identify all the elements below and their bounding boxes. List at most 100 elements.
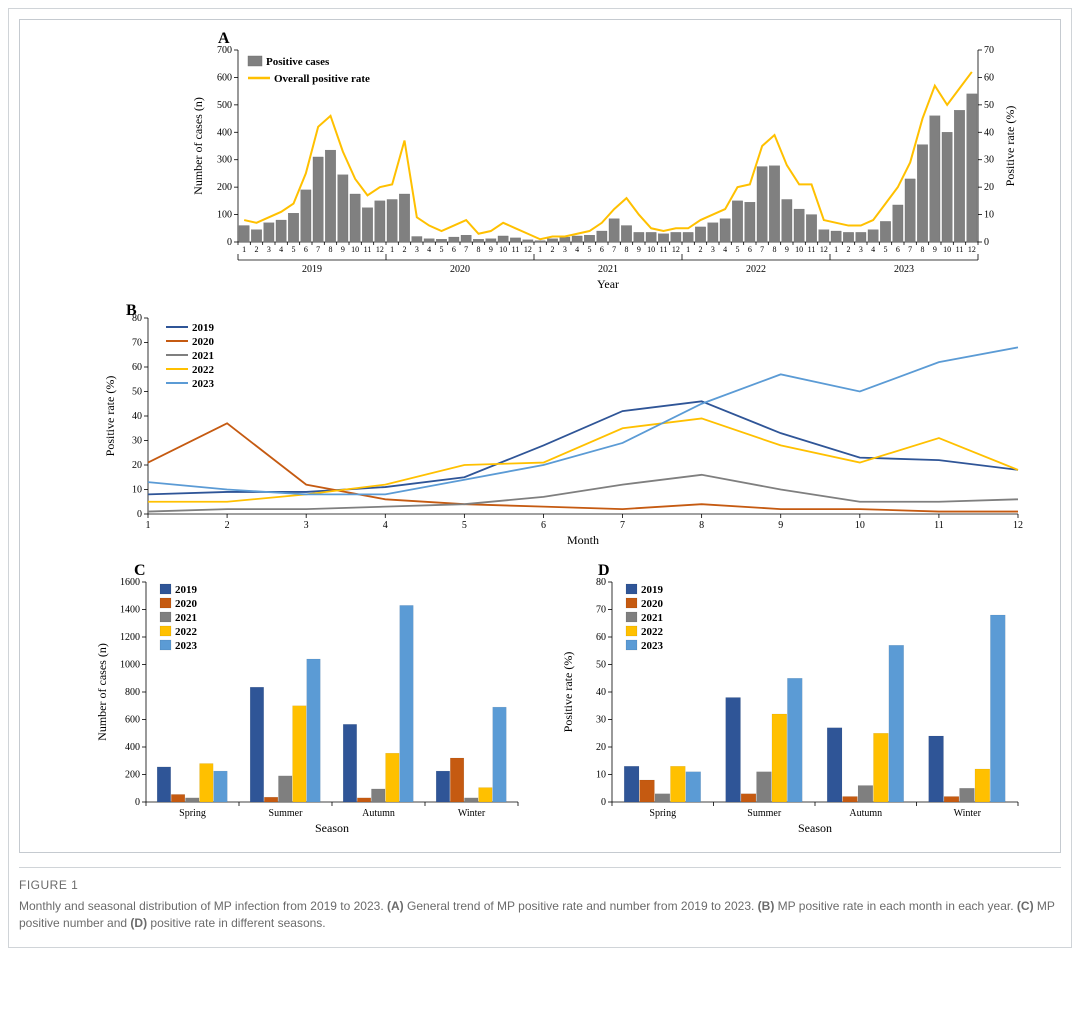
svg-text:4: 4 — [871, 245, 875, 254]
panel-b: B 01020304050607080123456789101112MonthP… — [38, 304, 1042, 560]
svg-text:6: 6 — [452, 245, 456, 254]
svg-text:50: 50 — [984, 100, 994, 111]
caption-b-bold: (B) — [758, 899, 775, 913]
svg-text:8: 8 — [329, 245, 333, 254]
svg-text:8: 8 — [921, 245, 925, 254]
svg-text:9: 9 — [637, 245, 641, 254]
svg-text:3: 3 — [563, 245, 567, 254]
svg-text:0: 0 — [135, 797, 140, 808]
svg-text:30: 30 — [984, 155, 994, 166]
svg-text:1: 1 — [390, 245, 394, 254]
svg-text:9: 9 — [489, 245, 493, 254]
svg-text:11: 11 — [512, 245, 520, 254]
svg-text:6: 6 — [748, 245, 752, 254]
svg-text:2022: 2022 — [192, 364, 215, 376]
svg-text:70: 70 — [596, 605, 606, 616]
svg-text:Positive rate (%): Positive rate (%) — [1003, 106, 1017, 187]
svg-text:2: 2 — [699, 245, 703, 254]
svg-text:2022: 2022 — [175, 626, 198, 638]
svg-text:Autumn: Autumn — [849, 808, 882, 819]
caption-a-bold: (A) — [387, 899, 404, 913]
svg-text:9: 9 — [778, 520, 783, 531]
svg-text:10: 10 — [855, 520, 865, 531]
svg-text:2022: 2022 — [746, 264, 766, 275]
svg-text:Winter: Winter — [458, 808, 486, 819]
svg-text:Month: Month — [567, 533, 599, 547]
svg-text:50: 50 — [596, 660, 606, 671]
svg-text:400: 400 — [125, 742, 140, 753]
svg-text:20: 20 — [984, 182, 994, 193]
svg-text:0: 0 — [601, 797, 606, 808]
panel-a-label: A — [218, 30, 230, 48]
svg-text:2: 2 — [551, 245, 555, 254]
svg-text:2: 2 — [225, 520, 230, 531]
svg-text:2: 2 — [847, 245, 851, 254]
caption-d-bold: (D) — [130, 916, 147, 930]
svg-text:7: 7 — [620, 520, 625, 531]
caption-d-text: positive rate in different seasons. — [147, 916, 326, 930]
svg-text:Summer: Summer — [269, 808, 304, 819]
svg-text:20: 20 — [596, 742, 606, 753]
svg-text:7: 7 — [908, 245, 912, 254]
svg-text:8: 8 — [773, 245, 777, 254]
svg-text:3: 3 — [304, 520, 309, 531]
svg-text:3: 3 — [267, 245, 271, 254]
svg-text:Summer: Summer — [747, 808, 782, 819]
svg-text:9: 9 — [341, 245, 345, 254]
caption-area: FIGURE 1 Monthly and seasonal distributi… — [19, 867, 1061, 933]
panel-d: D 01020304050607080SpringSummerAutumnWin… — [538, 566, 1038, 846]
svg-text:7: 7 — [760, 245, 764, 254]
svg-text:30: 30 — [132, 436, 142, 447]
svg-text:1000: 1000 — [120, 660, 140, 671]
svg-text:1: 1 — [834, 245, 838, 254]
svg-text:50: 50 — [132, 387, 142, 398]
svg-text:2: 2 — [403, 245, 407, 254]
svg-text:Winter: Winter — [954, 808, 982, 819]
svg-text:5: 5 — [462, 520, 467, 531]
svg-text:9: 9 — [933, 245, 937, 254]
svg-text:6: 6 — [541, 520, 546, 531]
svg-text:600: 600 — [125, 715, 140, 726]
panel-cd-row: C 02004006008001000120014001600SpringSum… — [38, 566, 1042, 846]
svg-text:8: 8 — [699, 520, 704, 531]
panel-c: C 02004006008001000120014001600SpringSum… — [38, 566, 538, 846]
svg-text:Positive rate (%): Positive rate (%) — [103, 376, 117, 457]
svg-text:200: 200 — [125, 770, 140, 781]
svg-text:500: 500 — [217, 100, 232, 111]
svg-text:2020: 2020 — [175, 598, 198, 610]
svg-text:12: 12 — [968, 245, 976, 254]
svg-text:11: 11 — [934, 520, 944, 531]
svg-text:2021: 2021 — [192, 350, 214, 362]
svg-text:2022: 2022 — [641, 626, 664, 638]
svg-text:9: 9 — [785, 245, 789, 254]
svg-text:2019: 2019 — [641, 584, 664, 596]
svg-text:Overall positive rate: Overall positive rate — [274, 73, 370, 85]
svg-text:2020: 2020 — [450, 264, 470, 275]
svg-text:12: 12 — [820, 245, 828, 254]
svg-text:6: 6 — [896, 245, 900, 254]
svg-text:1: 1 — [538, 245, 542, 254]
svg-text:0: 0 — [137, 509, 142, 520]
svg-text:2019: 2019 — [175, 584, 198, 596]
chart-a-svg: 0100200300400500600700010203040506070123… — [38, 32, 1038, 302]
caption-b-text: MP positive rate in each month in each y… — [774, 899, 1017, 913]
figure-frame: A 01002003004005006007000102030405060701… — [8, 8, 1072, 948]
svg-text:60: 60 — [132, 362, 142, 373]
svg-text:40: 40 — [132, 411, 142, 422]
svg-text:Number of cases (n): Number of cases (n) — [191, 97, 205, 195]
svg-text:10: 10 — [351, 245, 359, 254]
svg-text:4: 4 — [383, 520, 388, 531]
chart-c-svg: 02004006008001000120014001600SpringSumme… — [38, 566, 538, 846]
svg-text:2023: 2023 — [192, 378, 215, 390]
caption-a-text: General trend of MP positive rate and nu… — [404, 899, 758, 913]
svg-text:10: 10 — [984, 210, 994, 221]
svg-text:2023: 2023 — [894, 264, 914, 275]
svg-text:5: 5 — [736, 245, 740, 254]
chart-b-svg: 01020304050607080123456789101112MonthPos… — [38, 304, 1038, 560]
figure-caption: Monthly and seasonal distribution of MP … — [19, 898, 1061, 933]
svg-text:5: 5 — [292, 245, 296, 254]
svg-text:10: 10 — [943, 245, 951, 254]
svg-text:3: 3 — [859, 245, 863, 254]
svg-text:10: 10 — [596, 770, 606, 781]
chart-d-svg: 01020304050607080SpringSummerAutumnWinte… — [538, 566, 1038, 846]
